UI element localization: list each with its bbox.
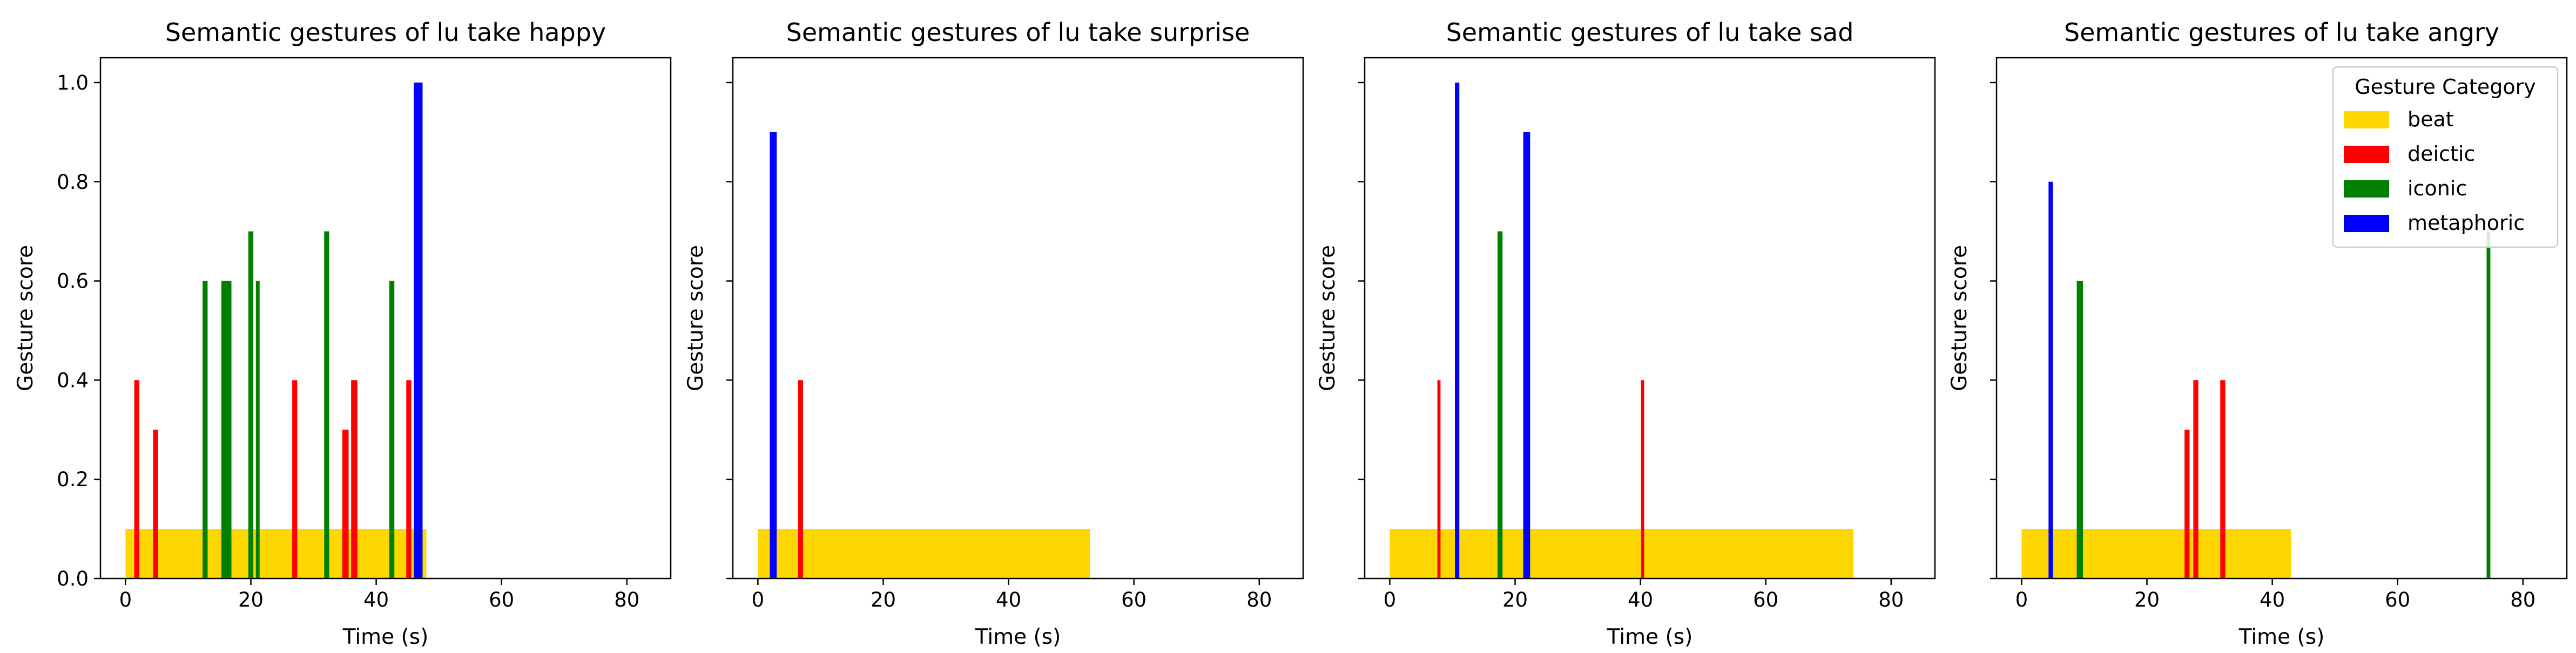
- y-tick-label: 0.0: [57, 567, 89, 590]
- bars: [2021, 181, 2491, 579]
- bar-metaphoric: [770, 132, 777, 579]
- bars: [758, 132, 1090, 579]
- subplot-3: 0 20 40 60 80 Semantic gestures of lu take sa…: [1316, 18, 1936, 649]
- bar-iconic: [248, 231, 254, 579]
- x-tick-label: 80: [614, 588, 639, 611]
- x-tick-label: 80: [1878, 588, 1904, 611]
- bar-deictic: [153, 430, 158, 579]
- x-tick-label: 60: [1753, 588, 1778, 611]
- bar-deictic: [2184, 430, 2190, 579]
- x-tick-label: 40: [363, 588, 389, 611]
- x-tick-label: 60: [2385, 588, 2410, 611]
- axes-frame: [732, 57, 1304, 580]
- legend-label-iconic: iconic: [2408, 176, 2467, 200]
- y-axis-label: Gesture score: [684, 245, 708, 391]
- x-axis-label: Time (s): [975, 625, 1061, 649]
- bar-deictic: [2193, 380, 2199, 579]
- subplot-2: 0 20 40 60 80 Semantic gestures of lu take su…: [684, 18, 1304, 649]
- x-tick-label: 0: [1384, 588, 1397, 611]
- x-axis-label: Time (s): [2238, 625, 2325, 649]
- legend-title: Gesture Category: [2355, 75, 2535, 99]
- bar-deictic: [351, 380, 358, 579]
- x-tick-label: 60: [489, 588, 514, 611]
- y-tick-label: 0.6: [57, 270, 89, 293]
- x-tick-label: 0: [119, 588, 132, 611]
- bar-iconic: [2486, 231, 2491, 579]
- y-tick-label: 0.8: [57, 171, 89, 194]
- bar-metaphoric: [414, 82, 423, 579]
- axes-frame: [1995, 57, 2568, 580]
- legend-swatch-metaphoric: [2344, 215, 2389, 232]
- bar-deictic: [342, 430, 349, 579]
- x-tick-label: 20: [1502, 588, 1528, 611]
- legend: Gesture Category beat deictic iconic metapho…: [2332, 66, 2559, 248]
- y-axis-label: Gesture score: [14, 245, 38, 391]
- x-tick-label: 80: [2510, 588, 2535, 611]
- bar-iconic: [255, 281, 260, 579]
- bar-deictic: [798, 380, 803, 579]
- y-tick-label: 1.0: [57, 71, 89, 94]
- x-tick-label: 60: [1121, 588, 1147, 611]
- bar-beat: [125, 529, 427, 579]
- y-tick-label: 0.2: [57, 468, 89, 491]
- x-tick-label: 0: [2015, 588, 2028, 611]
- bar-deictic: [1437, 380, 1441, 579]
- legend-label-metaphoric: metaphoric: [2408, 211, 2525, 235]
- x-tick-label: 0: [752, 588, 765, 611]
- bar-metaphoric: [1455, 82, 1460, 579]
- subplot-1: 0 20 40 60 80 0.0 0.2 0.4 0.6 0.8 1.0 Semantic gest…: [14, 18, 672, 649]
- subplot-title: Semantic gestures of lu take sad: [1446, 18, 1854, 47]
- y-tick-label: 0.4: [57, 369, 89, 392]
- bar-iconic: [324, 231, 329, 579]
- x-tick-label: 20: [871, 588, 896, 611]
- bar-iconic: [2076, 281, 2083, 579]
- bar-iconic: [221, 281, 232, 579]
- bar-deictic: [406, 380, 412, 579]
- x-tick-label: 40: [2260, 588, 2285, 611]
- legend-swatch-iconic: [2344, 180, 2389, 198]
- x-tick-label: 20: [2134, 588, 2160, 611]
- legend-label-deictic: deictic: [2408, 142, 2475, 166]
- x-axis-label: Time (s): [1607, 625, 1693, 649]
- bar-beat: [2021, 529, 2291, 579]
- x-tick-label: 20: [238, 588, 264, 611]
- bar-deictic: [1641, 380, 1644, 579]
- y-axis-label: Gesture score: [1947, 245, 1972, 391]
- bars: [125, 82, 427, 579]
- bar-deictic: [134, 380, 139, 579]
- y-axis-label: Gesture score: [1316, 245, 1340, 391]
- bar-beat: [1390, 529, 1854, 579]
- x-tick-label: 80: [1246, 588, 1272, 611]
- x-tick-label: 40: [1628, 588, 1653, 611]
- bar-deictic: [292, 380, 298, 579]
- bars: [1390, 82, 1854, 579]
- bar-iconic: [203, 281, 208, 579]
- legend-label-beat: beat: [2408, 107, 2454, 131]
- axes-frame: [1364, 57, 1936, 580]
- bar-iconic: [389, 281, 395, 579]
- bar-metaphoric: [1523, 132, 1530, 579]
- bar-beat: [758, 529, 1090, 579]
- axes-frame: [99, 57, 672, 580]
- bar-metaphoric: [2048, 181, 2053, 579]
- subplot-title: Semantic gestures of lu take surprise: [786, 18, 1250, 47]
- subplot-title: Semantic gestures of lu take angry: [2064, 18, 2499, 47]
- subplots: 0 20 40 60 80 0.0 0.2 0.4 0.6 0.8 1.0 Semantic gest…: [14, 18, 2568, 649]
- legend-swatch-deictic: [2344, 146, 2389, 163]
- bar-iconic: [1498, 231, 1503, 579]
- subplot-title: Semantic gestures of lu take happy: [165, 18, 606, 47]
- x-axis-label: Time (s): [342, 625, 429, 649]
- x-tick-label: 40: [996, 588, 1021, 611]
- legend-swatch-beat: [2344, 111, 2389, 128]
- subplot-4: 0 20 40 60 80 Semantic gestures of lu take an…: [1947, 18, 2568, 649]
- bar-deictic: [2220, 380, 2226, 579]
